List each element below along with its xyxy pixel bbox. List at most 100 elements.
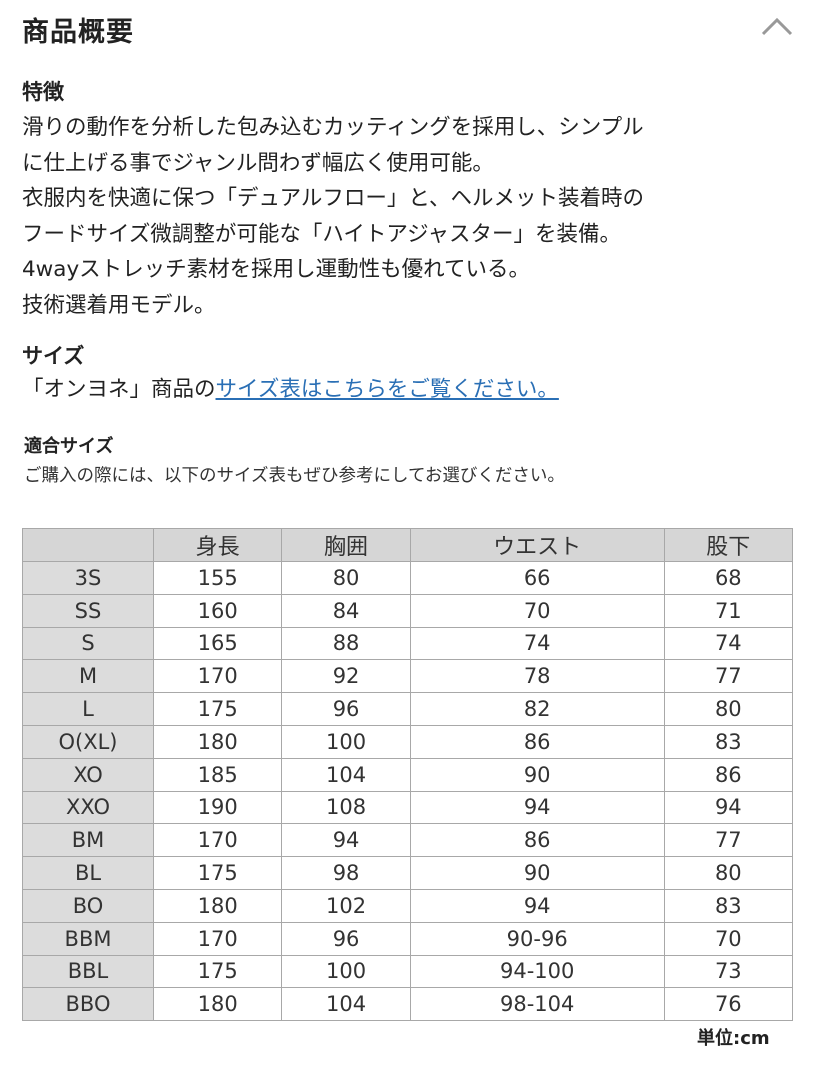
value-cell: 68 [663,561,794,595]
value-cell: 66 [409,561,665,595]
column-header: 身長 [152,528,283,562]
value-cell: 82 [409,692,665,726]
size-heading: サイズ [22,344,85,368]
value-cell: 78 [409,659,665,694]
value-cell: 83 [663,724,794,759]
table-row: L 175 96 82 80 [22,692,794,726]
value-cell: 180 [152,724,283,759]
value-cell: 74 [409,626,665,661]
features-line: 4wayストレッチ素材を採用し運動性も優れている。 [22,257,531,282]
table-row: BM 170 94 86 77 [22,823,794,858]
value-cell: 80 [663,856,794,890]
column-header [22,528,154,562]
value-cell: 77 [663,659,794,694]
value-cell: 170 [152,659,283,694]
value-cell: 100 [281,954,411,989]
features-text: 滑りの動作を分析した包み込むカッティングを採用し、シンプル に仕上げる事でジャン… [22,110,812,323]
value-cell: 102 [281,888,411,923]
value-cell: 88 [281,626,411,661]
value-cell: 175 [152,954,283,989]
value-cell: 74 [663,626,794,661]
table-row: O(XL) 180 100 86 83 [22,724,794,759]
value-cell: 175 [152,856,283,890]
value-cell: 92 [281,659,411,694]
features-heading: 特徴 [22,80,64,104]
value-cell: 180 [152,987,283,1022]
table-row: SS 160 84 70 71 [22,593,794,628]
value-cell: 98 [281,856,411,890]
value-cell: 160 [152,593,283,628]
features-line: 滑りの動作を分析した包み込むカッティングを採用し、シンプル [22,115,644,140]
table-row: XO 185 104 90 86 [22,757,794,792]
value-cell: 90-96 [409,921,665,956]
table-row: BBL 175 100 94-100 73 [22,954,794,989]
size-table: 身長 胸囲 ウエスト 股下 3S 155 80 66 68 SS 160 84 70 71 S 165 88 7… [22,528,794,1022]
size-cell: BBL [22,954,154,989]
table-row: M 170 92 78 77 [22,659,794,694]
features-line: 技術選着用モデル。 [22,292,216,318]
features-line: フードサイズ微調整が可能な「ハイトアジャスター」を装備。 [22,221,621,247]
table-row: S 165 88 74 74 [22,626,794,661]
value-cell: 77 [663,823,794,858]
features-line: に仕上げる事でジャンル問わず幅広く使用可能。 [22,150,494,176]
value-cell: 104 [281,987,411,1022]
size-cell: S [22,626,154,661]
value-cell: 70 [409,593,665,628]
table-row: 3S 155 80 66 68 [22,561,794,595]
value-cell: 86 [409,724,665,759]
size-cell: M [22,659,154,694]
table-row: BBO 180 104 98-104 76 [22,987,794,1022]
fit-heading: 適合サイズ [24,436,114,457]
value-cell: 90 [409,856,665,890]
size-cell: O(XL) [22,724,154,759]
value-cell: 98-104 [409,987,665,1022]
value-cell: 190 [152,790,283,825]
fit-subtitle: ご購入の際には、以下のサイズ表もぜひ参考にしてお選びください。 [24,466,565,486]
value-cell: 90 [409,757,665,792]
features-line: 衣服内を快適に保つ「デュアルフロー」と、ヘルメット装着時の [22,186,644,211]
value-cell: 70 [663,921,794,956]
value-cell: 94 [409,888,665,923]
table-row: BL 175 98 90 80 [22,856,794,890]
value-cell: 94 [409,790,665,825]
size-cell: BM [22,823,154,858]
value-cell: 165 [152,626,283,661]
column-header: ウエスト [409,528,665,562]
size-cell: BO [22,888,154,923]
table-row: BBM 170 96 90-96 70 [22,921,794,956]
value-cell: 84 [281,593,411,628]
chevron-up-icon[interactable] [760,14,794,38]
table-row: BO 180 102 94 83 [22,888,794,923]
value-cell: 108 [281,790,411,825]
value-cell: 94 [663,790,794,825]
value-cell: 96 [281,921,411,956]
unit-label: 単位:cm [697,1028,770,1049]
size-cell: BBO [22,987,154,1022]
value-cell: 170 [152,823,283,858]
size-cell: XXO [22,790,154,825]
value-cell: 71 [663,593,794,628]
value-cell: 80 [281,561,411,595]
value-cell: 83 [663,888,794,923]
column-header: 股下 [663,528,794,562]
size-cell: 3S [22,561,154,595]
page-title: 商品概要 [22,17,134,48]
table-header-row: 身長 胸囲 ウエスト 股下 [22,528,794,562]
value-cell: 76 [663,987,794,1022]
size-line: 「オンヨネ」商品のサイズ表はこちらをご覧ください。 [22,372,559,403]
value-cell: 185 [152,757,283,792]
value-cell: 180 [152,888,283,923]
column-header: 胸囲 [281,528,411,562]
size-cell: XO [22,757,154,792]
value-cell: 86 [663,757,794,792]
value-cell: 94-100 [409,954,665,989]
value-cell: 80 [663,692,794,726]
size-cell: L [22,692,154,726]
value-cell: 100 [281,724,411,759]
size-prefix: 「オンヨネ」商品の [22,377,216,402]
table-row: XXO 190 108 94 94 [22,790,794,825]
value-cell: 86 [409,823,665,858]
value-cell: 170 [152,921,283,956]
size-chart-link[interactable]: サイズ表はこちらをご覧ください。 [215,377,559,402]
value-cell: 155 [152,561,283,595]
